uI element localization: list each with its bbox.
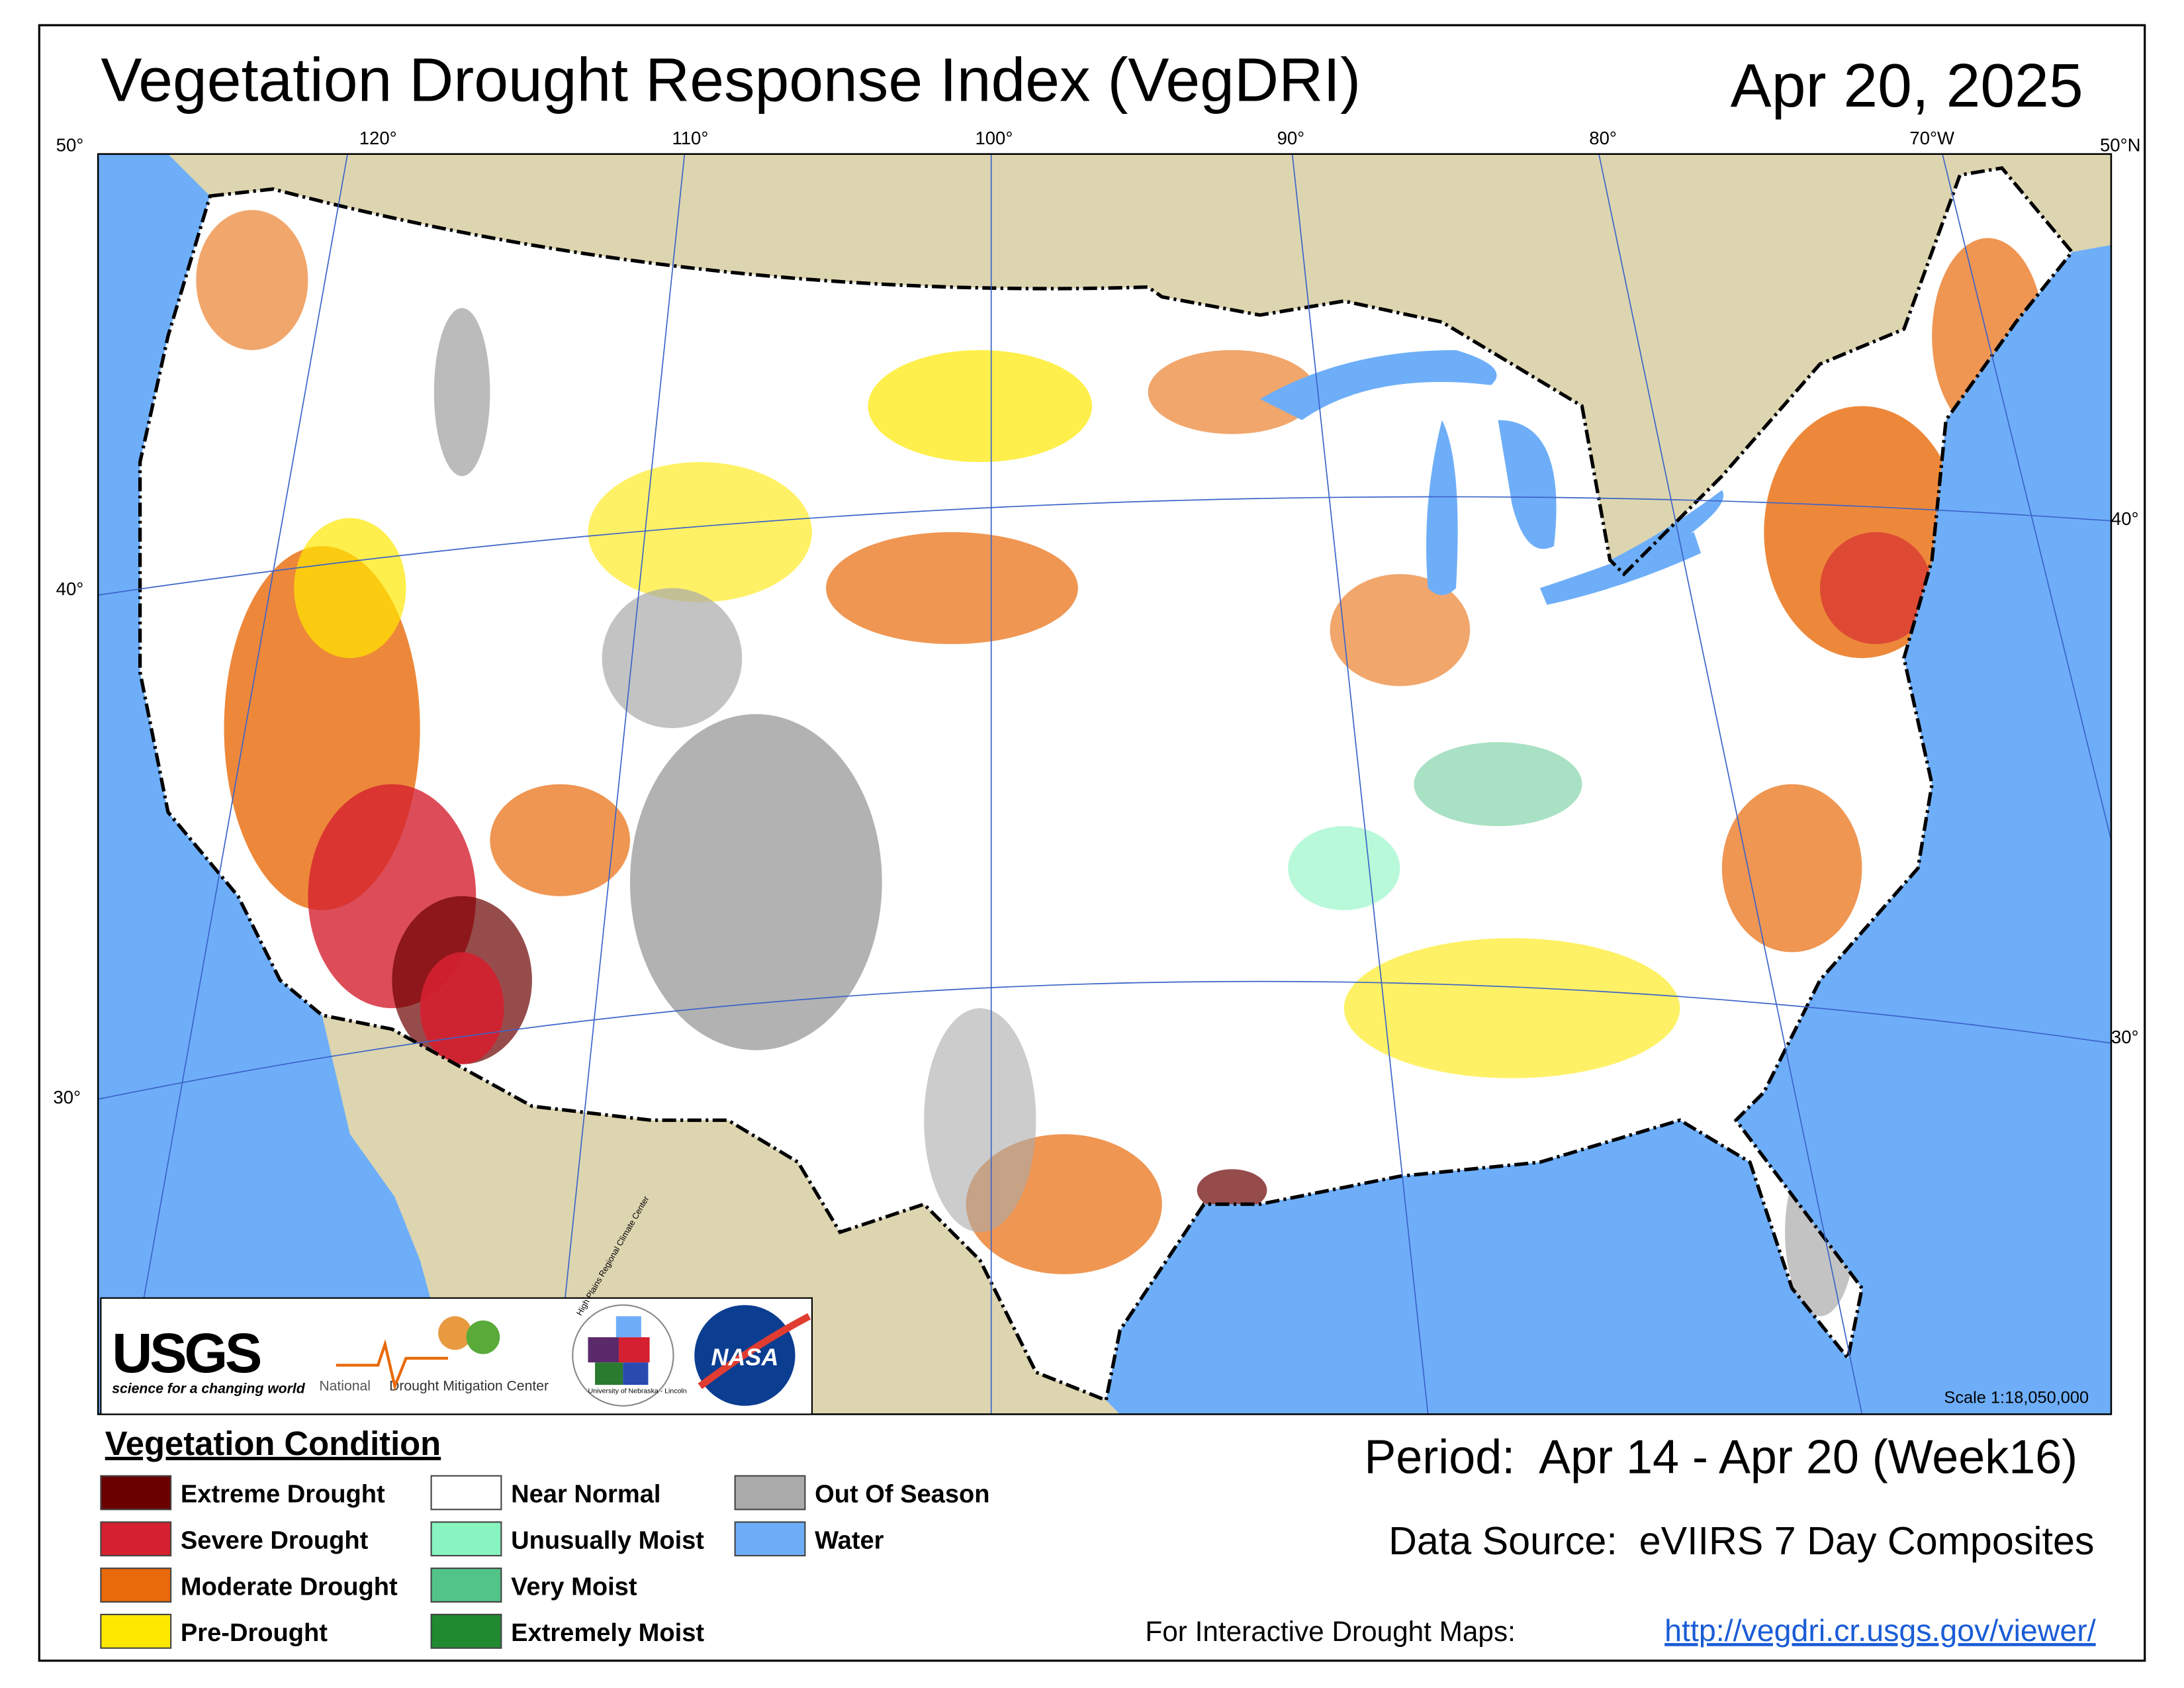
legend-swatch	[734, 1475, 806, 1511]
legend-label: Unusually Moist	[511, 1527, 704, 1555]
legend-swatch	[100, 1521, 172, 1557]
legend-title: Vegetation Condition	[105, 1425, 441, 1462]
legend-label: Extremely Moist	[511, 1619, 704, 1647]
condition-area	[924, 1008, 1036, 1233]
nasa-text: NASA	[711, 1343, 778, 1370]
graticule-label: 30°	[53, 1087, 81, 1107]
graticule-label: 50°	[56, 134, 84, 155]
canada	[98, 154, 2111, 575]
condition-area	[196, 210, 308, 350]
usgs-tagline: science for a changing world	[112, 1382, 305, 1397]
graticule-label: 100°	[975, 128, 1013, 148]
usgs-logo: USGS	[112, 1321, 261, 1384]
condition-area	[1148, 350, 1316, 434]
condition-area	[1414, 742, 1582, 827]
title: Vegetation Drought Response Index (VegDR…	[101, 45, 1361, 114]
condition-area	[1330, 574, 1471, 686]
ndmc-mark	[336, 1338, 448, 1391]
condition-area	[588, 462, 812, 602]
hprcc-state	[615, 1316, 641, 1338]
hprcc-state	[619, 1337, 650, 1363]
data-source: Data Source: eVIIRS 7 Day Composites	[1388, 1519, 2094, 1563]
graticule-label: 40°	[56, 579, 84, 599]
legend-label: Pre-Drought	[181, 1619, 328, 1647]
condition-area	[826, 532, 1078, 645]
sheet-border	[38, 24, 2146, 1662]
legend-swatch	[430, 1568, 502, 1603]
map-frame	[97, 153, 2113, 1415]
condition-area	[1197, 1169, 1267, 1211]
graticule-label: 50°N	[2100, 134, 2140, 155]
map-scale: Scale 1:18,050,000	[1944, 1389, 2089, 1407]
nasa-swoosh	[698, 1313, 811, 1389]
legend-swatch	[100, 1613, 172, 1649]
condition-area	[629, 714, 882, 1051]
ndmc-name: Drought Mitigation Center	[389, 1378, 549, 1393]
condition-area	[1288, 826, 1400, 910]
legend-swatch	[734, 1521, 806, 1557]
legend-label: Very Moist	[511, 1573, 637, 1601]
graticule-label: 70°W	[1909, 128, 1954, 148]
graticule-label: 90°	[1277, 128, 1305, 148]
legend-label: Out Of Season	[815, 1481, 989, 1509]
condition-area	[1819, 532, 1933, 645]
viewer-link[interactable]: http://vegdri.cr.usgs.gov/viewer/	[1664, 1613, 2096, 1648]
graticule-label: 120°	[359, 128, 397, 148]
legend-label: Moderate Drought	[181, 1573, 398, 1601]
condition-area	[602, 588, 743, 728]
condition-area	[1721, 784, 1862, 953]
graticule-label: 30°	[2111, 1027, 2139, 1047]
legend-label: Extreme Drought	[181, 1481, 385, 1509]
condition-area	[294, 518, 406, 659]
hprcc-state	[595, 1362, 623, 1385]
condition-area	[433, 308, 490, 477]
condition-area	[1343, 938, 1680, 1078]
legend-swatch	[430, 1521, 502, 1557]
unl-name: University of Nebraska - Lincoln	[588, 1387, 686, 1395]
graticule-label: 80°	[1589, 128, 1617, 148]
legend-swatch	[100, 1568, 172, 1603]
hprcc-state	[588, 1337, 619, 1363]
condition-areas	[196, 210, 2044, 1317]
map-body	[98, 154, 2111, 1415]
graticule-label: 40°	[2111, 508, 2139, 529]
interactive-label: For Interactive Drought Maps:	[1145, 1616, 1515, 1647]
legend-label: Water	[815, 1527, 884, 1555]
condition-area	[420, 952, 504, 1064]
legend-swatch	[100, 1475, 172, 1511]
ndmc-prefix: National	[319, 1378, 371, 1393]
legend-label: Near Normal	[511, 1481, 660, 1509]
condition-area	[490, 784, 630, 896]
legend-swatch	[430, 1475, 502, 1511]
ndmc-tree	[466, 1320, 500, 1354]
condition-area	[868, 350, 1092, 463]
period: Period: Apr 14 - Apr 20 (Week16)	[1364, 1430, 2077, 1483]
legend-swatch	[430, 1613, 502, 1649]
legend: Extreme Drought Severe Drought Moderate Dr…	[100, 1475, 990, 1649]
hprcc-state	[623, 1362, 649, 1385]
date: Apr 20, 2025	[1731, 51, 2083, 120]
legend-label: Severe Drought	[181, 1527, 369, 1555]
ndmc-tree	[438, 1316, 472, 1350]
graticule	[98, 154, 2111, 1415]
graticule-label: 110°	[672, 128, 709, 148]
graticule-labels: 50° 120° 110° 100° 90° 80° 70°W 50°N 40° 30° 40° 30…	[53, 128, 2140, 1107]
